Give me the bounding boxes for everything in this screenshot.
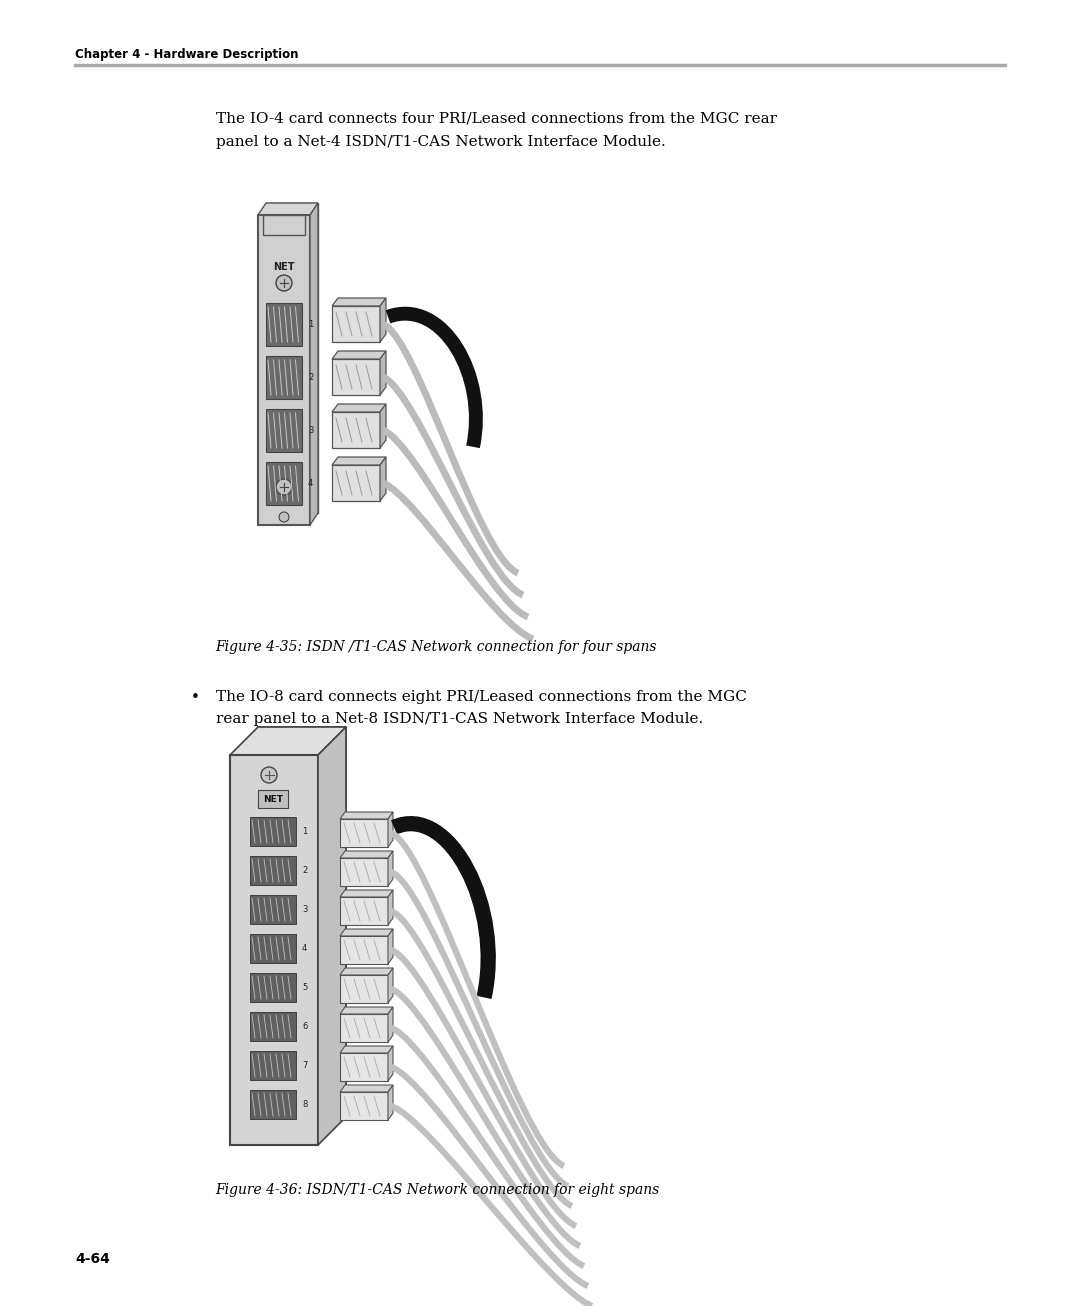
Polygon shape [380, 351, 386, 394]
Text: 3: 3 [308, 426, 313, 435]
Circle shape [276, 276, 292, 291]
Text: 6: 6 [302, 1023, 308, 1030]
Bar [340, 897, 388, 925]
Bar [332, 411, 380, 448]
Text: 4: 4 [308, 479, 313, 488]
Polygon shape [340, 812, 393, 819]
Polygon shape [340, 968, 393, 976]
Polygon shape [340, 889, 393, 897]
Bar [340, 976, 388, 1003]
Bar [340, 1013, 388, 1042]
Polygon shape [388, 1085, 393, 1121]
Text: rear panel to a Net-8 ISDN/T1-CAS Network Interface Module.: rear panel to a Net-8 ISDN/T1-CAS Networ… [216, 712, 703, 726]
Polygon shape [332, 351, 386, 359]
Text: 1: 1 [302, 827, 307, 836]
Bar [258, 790, 288, 808]
Polygon shape [388, 929, 393, 964]
Polygon shape [388, 1007, 393, 1042]
Polygon shape [340, 1046, 393, 1053]
Text: 5: 5 [302, 983, 307, 993]
Text: Chapter 4 - Hardware Description: Chapter 4 - Hardware Description [75, 48, 298, 61]
Circle shape [261, 767, 276, 784]
Polygon shape [388, 968, 393, 1003]
Text: Figure 4-35: ISDN /T1-CAS Network connection for four spans: Figure 4-35: ISDN /T1-CAS Network connec… [215, 640, 657, 654]
Text: The IO-8 card connects eight PRI/Leased connections from the MGC: The IO-8 card connects eight PRI/Leased … [216, 690, 747, 704]
Polygon shape [310, 202, 318, 525]
Bar [249, 818, 296, 846]
Polygon shape [266, 202, 318, 513]
Polygon shape [380, 457, 386, 502]
Bar [332, 465, 380, 502]
Bar [340, 1053, 388, 1081]
Bar [249, 1012, 296, 1041]
Circle shape [279, 512, 289, 522]
Polygon shape [258, 202, 318, 215]
Bar [332, 306, 380, 342]
Polygon shape [332, 298, 386, 306]
Bar [249, 1051, 296, 1080]
Bar [340, 936, 388, 964]
Text: NET: NET [273, 263, 295, 272]
Bar [258, 215, 310, 525]
Bar [249, 855, 296, 885]
Bar [266, 357, 302, 400]
Bar [266, 409, 302, 452]
Circle shape [276, 479, 292, 495]
Bar [249, 1091, 296, 1119]
Polygon shape [340, 1085, 393, 1092]
Bar [249, 895, 296, 925]
Text: The IO-4 card connects four PRI/Leased connections from the MGC rear: The IO-4 card connects four PRI/Leased c… [216, 112, 777, 125]
Polygon shape [380, 404, 386, 448]
Bar [340, 1092, 388, 1121]
Polygon shape [388, 889, 393, 925]
Bar [332, 359, 380, 394]
Text: Figure 4-36: ISDN/T1-CAS Network connection for eight spans: Figure 4-36: ISDN/T1-CAS Network connect… [215, 1183, 659, 1198]
Polygon shape [332, 457, 386, 465]
Text: 2: 2 [308, 374, 313, 381]
Bar [230, 755, 318, 1145]
Polygon shape [388, 1046, 393, 1081]
Text: 1: 1 [308, 320, 313, 329]
Text: 8: 8 [302, 1100, 308, 1109]
Bar [266, 462, 302, 505]
Bar [249, 973, 296, 1002]
Text: 3: 3 [302, 905, 308, 914]
Text: 7: 7 [302, 1060, 308, 1070]
Bar [249, 934, 296, 963]
Polygon shape [340, 852, 393, 858]
Polygon shape [258, 727, 346, 1117]
Polygon shape [318, 727, 346, 1145]
Text: 4-64: 4-64 [75, 1252, 110, 1266]
Text: panel to a Net-4 ISDN/T1-CAS Network Interface Module.: panel to a Net-4 ISDN/T1-CAS Network Int… [216, 135, 665, 149]
Text: NET: NET [264, 794, 283, 803]
Text: 4: 4 [302, 944, 307, 953]
Polygon shape [332, 404, 386, 411]
Polygon shape [380, 298, 386, 342]
Bar [340, 819, 388, 848]
Polygon shape [388, 852, 393, 885]
Polygon shape [340, 1007, 393, 1013]
Bar [264, 215, 305, 235]
Bar [340, 858, 388, 885]
Polygon shape [230, 727, 346, 755]
Polygon shape [340, 929, 393, 936]
Bar [266, 303, 302, 346]
Text: •: • [190, 690, 200, 705]
Polygon shape [388, 812, 393, 848]
Text: 2: 2 [302, 866, 307, 875]
